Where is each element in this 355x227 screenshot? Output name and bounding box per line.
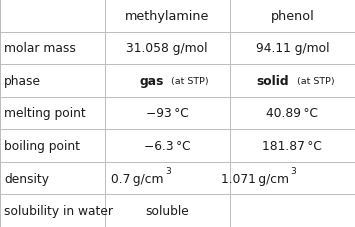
Text: molar mass: molar mass <box>4 42 76 55</box>
Text: soluble: soluble <box>145 204 189 217</box>
Text: 94.11 g/mol: 94.11 g/mol <box>256 42 329 55</box>
Text: 31.058 g/mol: 31.058 g/mol <box>126 42 208 55</box>
Text: 181.87 °C: 181.87 °C <box>262 139 322 152</box>
Text: boiling point: boiling point <box>4 139 80 152</box>
Text: 1.071 g/cm: 1.071 g/cm <box>221 172 289 185</box>
Text: 3: 3 <box>165 167 171 176</box>
Text: 0.7 g/cm: 0.7 g/cm <box>111 172 164 185</box>
Text: solid: solid <box>256 75 289 88</box>
Text: phase: phase <box>4 75 41 88</box>
Text: methylamine: methylamine <box>125 10 209 23</box>
Text: solubility in water: solubility in water <box>4 204 113 217</box>
Text: melting point: melting point <box>4 107 86 120</box>
Text: gas: gas <box>139 75 164 88</box>
Text: 3: 3 <box>290 167 296 176</box>
Text: (at STP): (at STP) <box>165 76 209 86</box>
Text: −93 °C: −93 °C <box>146 107 189 120</box>
Text: 40.89 °C: 40.89 °C <box>266 107 318 120</box>
Text: density: density <box>4 172 49 185</box>
Text: (at STP): (at STP) <box>290 76 334 86</box>
Text: −6.3 °C: −6.3 °C <box>144 139 191 152</box>
Text: phenol: phenol <box>271 10 314 23</box>
